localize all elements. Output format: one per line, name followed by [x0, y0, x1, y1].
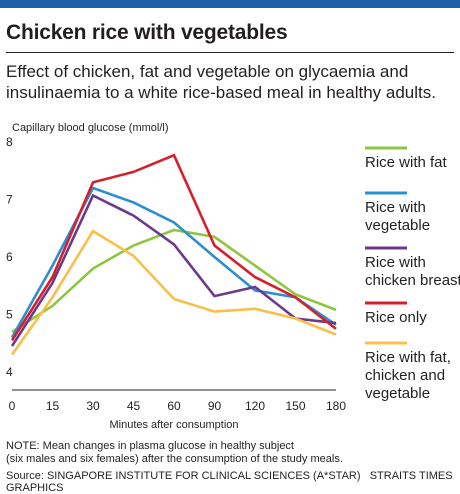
- note-line-2: (six males and six females) after the co…: [6, 453, 343, 465]
- x-axis-label: Minutes after consumption: [109, 419, 238, 431]
- chart-title: Chicken rice with vegetables: [6, 21, 288, 44]
- y-tick-label-8: 8: [6, 135, 13, 149]
- series-line-rice-with-vegetable: [10, 186, 337, 339]
- title-divider: [6, 52, 454, 53]
- chart-note: NOTE: Mean changes in plasma glucose in …: [6, 440, 343, 466]
- series-line-rice-with-fat-chicken-and-vegetable: [10, 229, 337, 356]
- x-tick-label-30: 30: [86, 399, 100, 413]
- header-accent-bar: [0, 0, 460, 8]
- y-tick-labels: 4 5 6 7 8: [6, 135, 13, 379]
- legend-label-rice-with-fat-chicken-and-vegetable-2: chicken and: [365, 367, 445, 384]
- x-tick-label-0: 0: [9, 399, 16, 413]
- legend-label-rice-with-fat-chicken-and-vegetable-1: Rice with fat,: [365, 349, 451, 366]
- chart-subtitle: Effect of chicken, fat and vegetable on …: [6, 62, 436, 102]
- y-tick-label-7: 7: [6, 193, 13, 207]
- y-tick-label-5: 5: [6, 308, 13, 322]
- y-axis-label: Capillary blood glucose (mmol/l): [12, 122, 169, 134]
- x-tick-label-120: 120: [245, 399, 265, 413]
- line-chart: Capillary blood glucose (mmol/l) Minutes…: [6, 122, 460, 431]
- legend-label-rice-with-vegetable-1: Rice with: [365, 199, 426, 216]
- source-line: Source: SINGAPORE INSTITUTE FOR CLINICAL…: [6, 470, 460, 494]
- x-tick-label-180: 180: [326, 399, 346, 413]
- y-tick-label-4: 4: [6, 365, 13, 379]
- legend-label-rice-with-vegetable-2: vegetable: [365, 217, 430, 234]
- x-tick-label-150: 150: [285, 399, 305, 413]
- series-line-rice-with-fat: [11, 228, 337, 333]
- source-text: Source: SINGAPORE INSTITUTE FOR CLINICAL…: [6, 470, 361, 482]
- x-tick-label-15: 15: [46, 399, 60, 413]
- x-tick-label-45: 45: [127, 399, 141, 413]
- series-line-rice-only: [10, 153, 337, 342]
- legend-label-rice-only-1: Rice only: [365, 309, 427, 326]
- legend-label-rice-with-chicken-breast-2: chicken breast: [365, 272, 460, 289]
- legend-label-rice-with-fat-chicken-and-vegetable-3: vegetable: [365, 385, 430, 402]
- note-line-1: NOTE: Mean changes in plasma glucose in …: [6, 440, 294, 452]
- x-tick-label-60: 60: [167, 399, 181, 413]
- series-line-rice-with-chicken-breast: [10, 193, 337, 347]
- legend-label-rice-with-chicken-breast-1: Rice with: [365, 254, 426, 271]
- series-lines: [10, 153, 337, 356]
- x-tick-labels: 0 15 30 45 60 90 120 150 180: [9, 399, 347, 413]
- legend-label-rice-with-fat-1: Rice with fat: [365, 154, 448, 171]
- y-tick-label-6: 6: [6, 250, 13, 264]
- x-tick-label-90: 90: [208, 399, 222, 413]
